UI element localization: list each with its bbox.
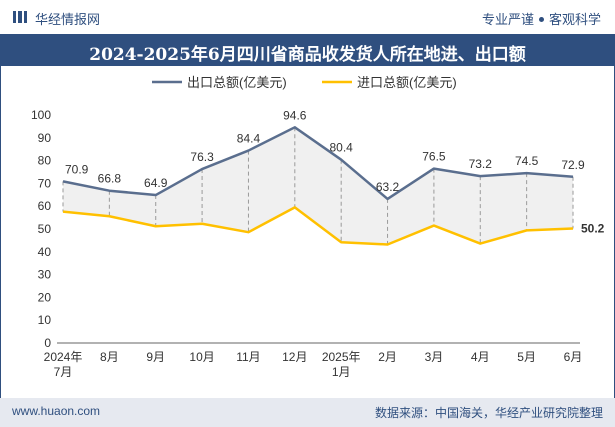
brand-name: 华经情报网 xyxy=(35,12,101,27)
footer: www.huaon.com 数据来源：中国海关，华经产业研究院整理 xyxy=(0,398,615,427)
slogan-1: 专业严谨 xyxy=(481,12,534,27)
footer-website: www.huaon.com xyxy=(12,404,101,418)
slogan-2: 客观科学 xyxy=(548,12,601,27)
chart-title: 2024-2025年6月四川省商品收发货人所在地进、出口额 xyxy=(89,45,526,65)
top-bar: 华经情报网 专业严谨 客观科学 xyxy=(0,0,615,34)
title-bar: 2024-2025年6月四川省商品收发货人所在地进、出口额 xyxy=(0,34,615,66)
footer-source: 数据来源：中国海关，华经产业研究院整理 xyxy=(374,406,603,420)
slogan: 专业严谨 客观科学 xyxy=(482,9,601,28)
separator-dot-icon xyxy=(538,17,544,23)
brand-logo-icon xyxy=(13,11,27,23)
